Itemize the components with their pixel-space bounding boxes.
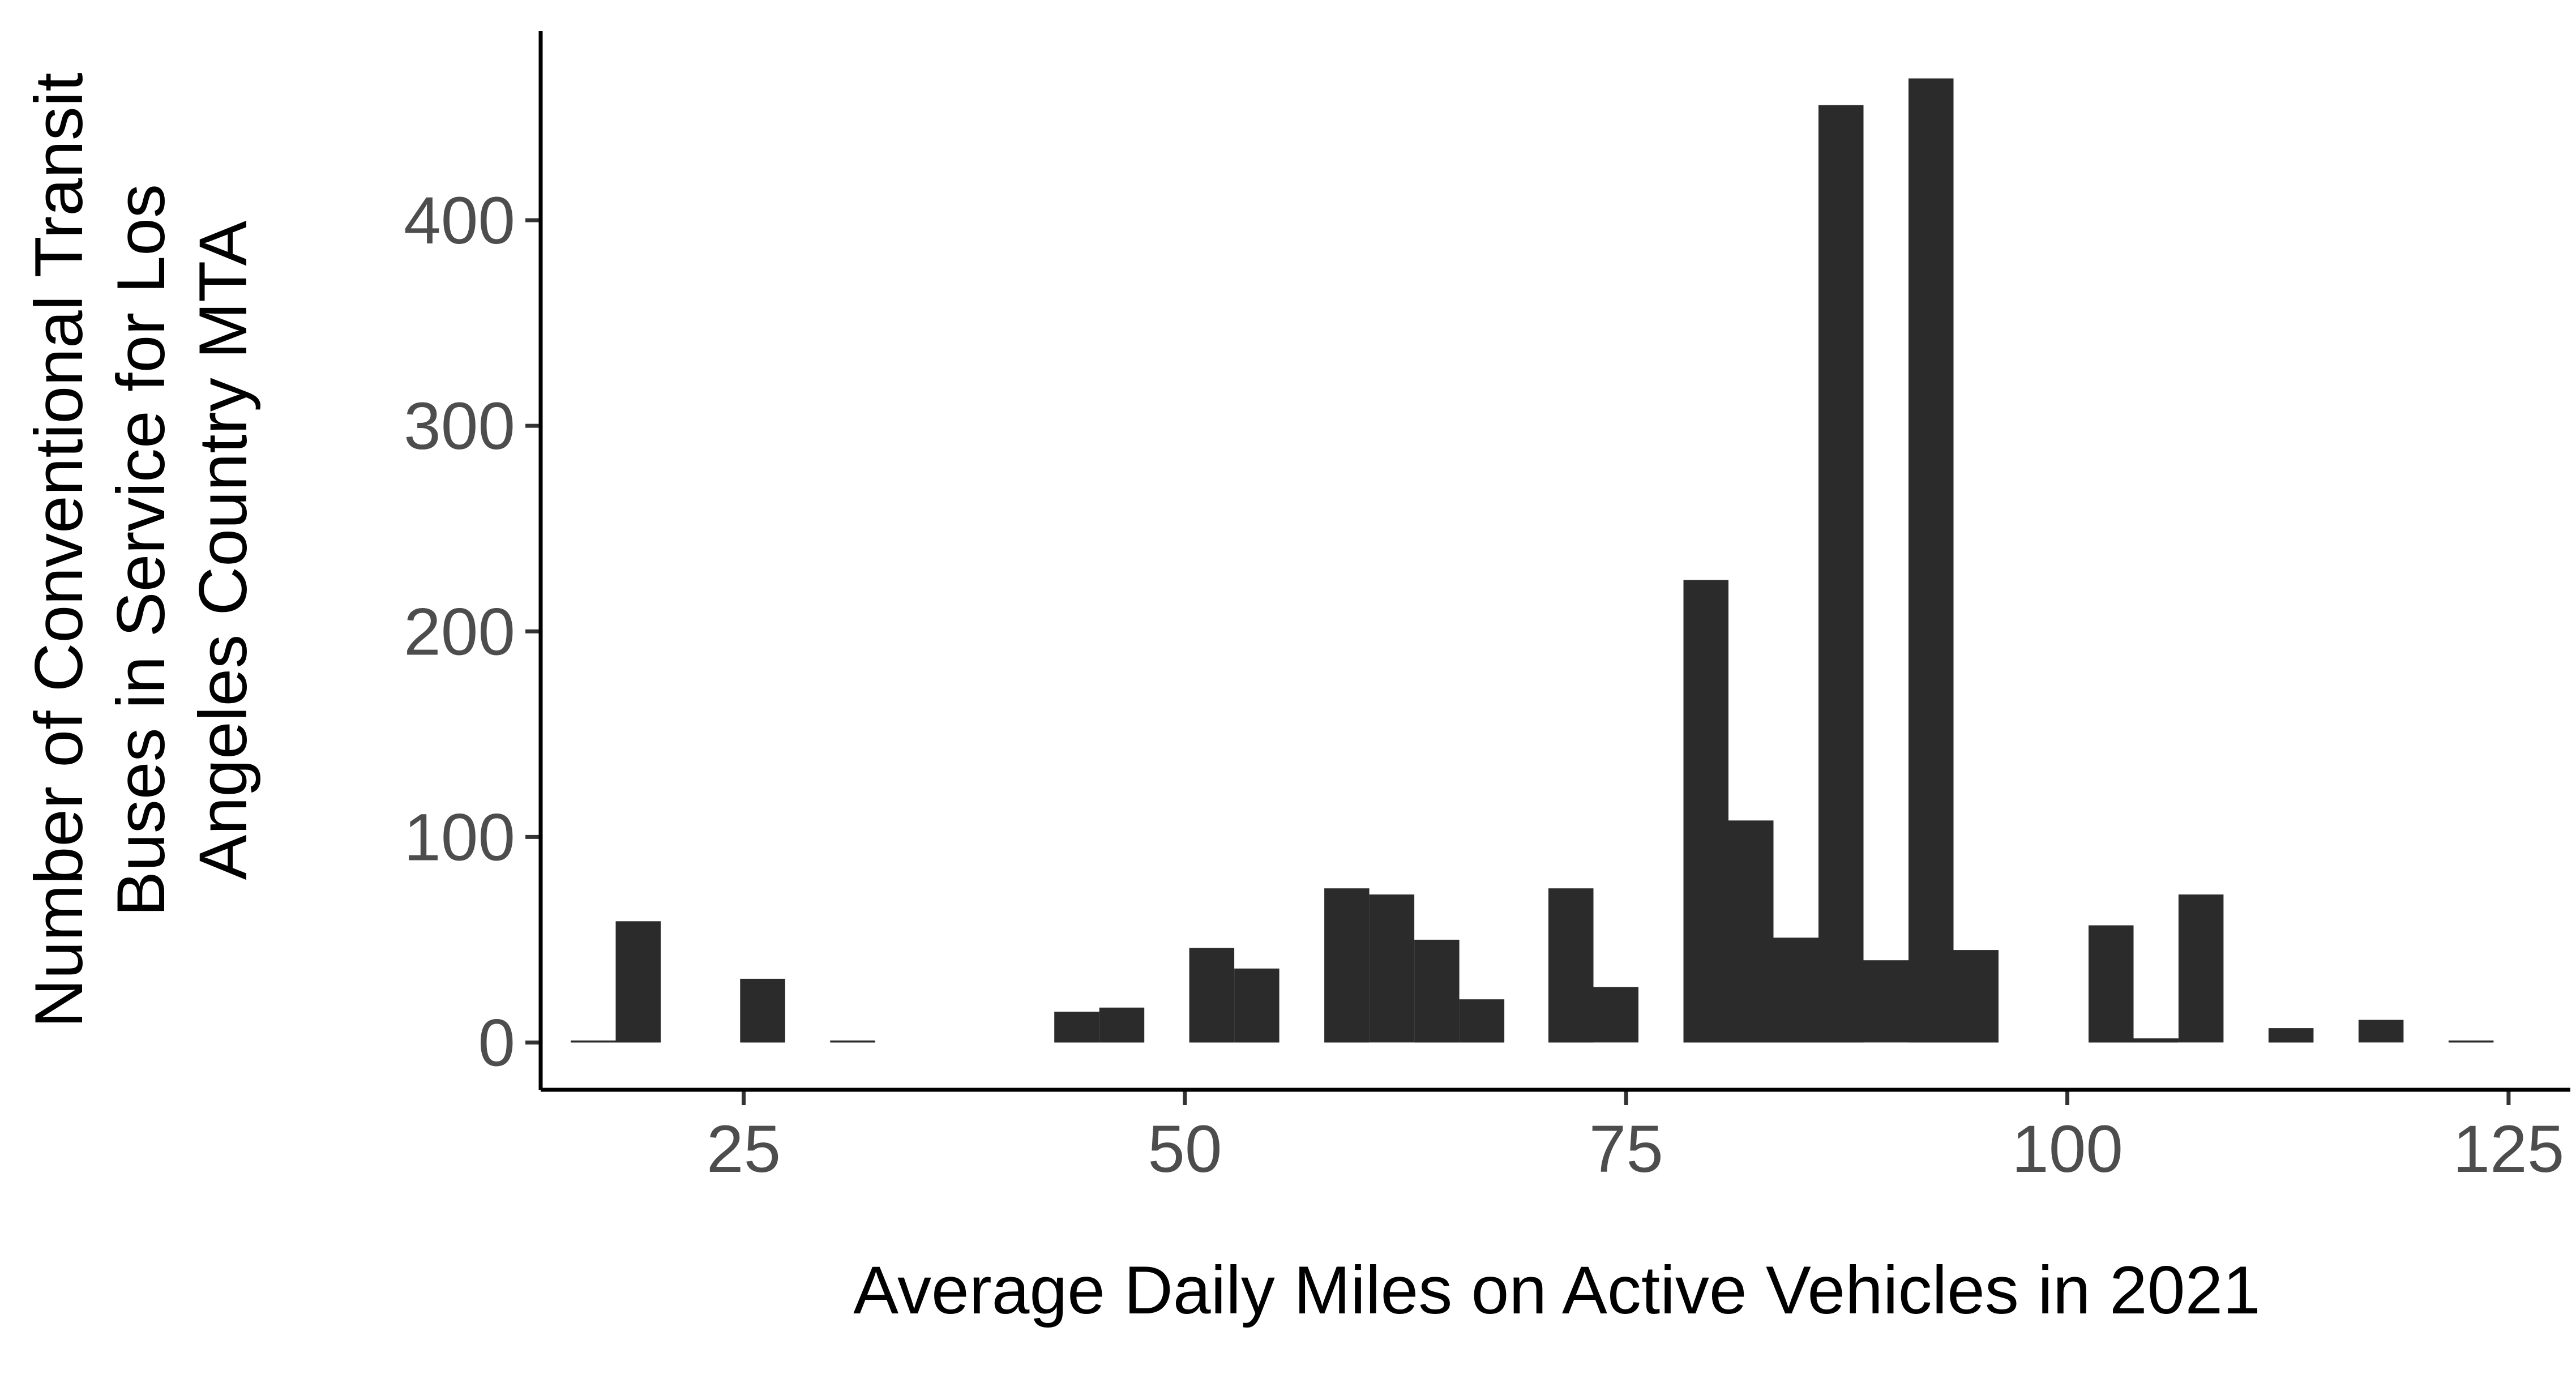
histogram-bar	[1818, 105, 1864, 1043]
x-tick-label: 125	[2453, 1112, 2564, 1187]
histogram-bar	[1234, 968, 1280, 1043]
histogram-bar	[1773, 937, 1818, 1043]
y-tick-label: 0	[478, 1005, 515, 1080]
histogram-bar	[830, 1040, 875, 1043]
y-axis-ticks: 0 100 200 300 400	[404, 183, 541, 1080]
histogram-bar	[1189, 948, 1235, 1043]
x-tick-label: 75	[1589, 1112, 1663, 1187]
histogram-bar	[740, 978, 785, 1043]
histogram-bar	[2358, 1020, 2404, 1043]
histogram-bar	[1863, 960, 1909, 1043]
histogram-bar	[2178, 894, 2224, 1043]
histogram-bar	[1548, 888, 1594, 1043]
histogram-bar	[615, 921, 661, 1043]
x-tick-label: 25	[707, 1112, 781, 1187]
histogram-bar	[1099, 1007, 1145, 1043]
histogram-bar	[1909, 78, 1954, 1043]
y-tick-label: 400	[404, 183, 515, 258]
y-tick-label: 200	[404, 594, 515, 669]
y-axis-title: Number of Conventional Transit Buses in …	[21, 72, 261, 1028]
histogram-bar	[1369, 894, 1415, 1043]
x-axis-title: Average Daily Miles on Active Vehicles i…	[853, 1252, 2261, 1328]
y-axis-title-line-1: Number of Conventional Transit	[21, 72, 97, 1028]
y-tick-label: 300	[404, 389, 515, 464]
y-tick-label: 100	[404, 800, 515, 875]
y-axis-title-line-3: Angeles Country MTA	[185, 221, 261, 880]
x-tick-label: 100	[2012, 1112, 2123, 1187]
histogram-bar	[1593, 987, 1638, 1043]
y-axis-title-line-2: Buses in Service for Los	[103, 184, 179, 917]
histogram-bar	[1054, 1012, 1099, 1043]
histogram-bar	[1728, 820, 1774, 1043]
histogram-bar	[1459, 999, 1505, 1043]
bars-group	[571, 78, 2494, 1043]
histogram-bar	[1324, 888, 1370, 1043]
histogram-bar	[1953, 950, 1999, 1043]
x-tick-label: 50	[1148, 1112, 1222, 1187]
histogram-bar	[1414, 939, 1460, 1043]
histogram-bar	[2448, 1040, 2494, 1043]
histogram-bar	[2089, 925, 2134, 1043]
histogram-bar	[1683, 580, 1728, 1043]
histogram-bar	[2268, 1028, 2314, 1043]
x-axis-ticks: 25 50 75 100 125	[707, 1090, 2564, 1187]
histogram-bar	[571, 1040, 616, 1043]
histogram-bar	[2133, 1038, 2179, 1043]
